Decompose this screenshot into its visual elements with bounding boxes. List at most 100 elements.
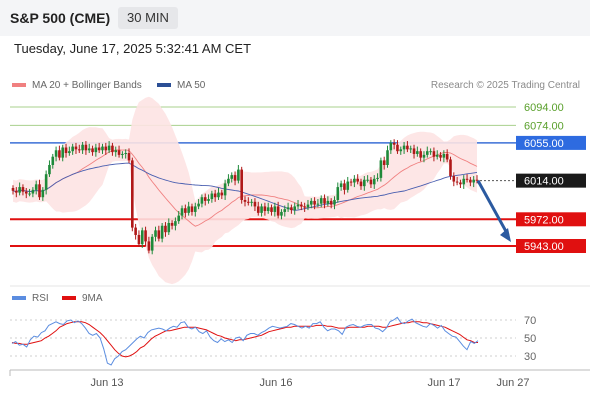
rsi-tick-label-50: 50 [524, 333, 536, 345]
candle-body [369, 179, 373, 185]
candle-body [74, 146, 78, 150]
candle-body [68, 151, 71, 154]
timestamp: Tuesday, June 17, 2025 5:32:41 AM CET [14, 41, 252, 56]
candle-body [61, 147, 65, 158]
timeframe-badge[interactable]: 30 MIN [118, 7, 178, 29]
candle-body [243, 199, 247, 202]
candle-body [343, 183, 346, 190]
candle-body [313, 200, 316, 205]
candle-body [64, 147, 68, 154]
candle-body [263, 206, 267, 212]
candle-body [44, 174, 48, 190]
candle-body [425, 151, 429, 155]
candle-body [140, 230, 144, 245]
candle-body [469, 179, 472, 183]
candle-body [349, 181, 353, 183]
candle-body [472, 179, 475, 183]
candle-body [319, 198, 323, 204]
candle-body [280, 211, 283, 216]
level-label-6094.00: 6094.00 [524, 102, 564, 114]
candle-body [157, 230, 161, 239]
candle-body [24, 191, 28, 194]
candle-body [442, 153, 446, 158]
ma20-line [12, 149, 478, 227]
candle-body [432, 151, 436, 157]
candle-body [111, 145, 114, 153]
candle-body [247, 201, 250, 203]
candle-body [160, 225, 164, 239]
candle-body [346, 181, 350, 190]
candle-body [422, 154, 426, 158]
candle-body [449, 159, 452, 177]
candle-body [409, 148, 413, 150]
candle-body [336, 187, 340, 200]
candle-body [475, 179, 479, 181]
rsi-tick-label-70: 70 [524, 315, 536, 327]
candle-body [339, 183, 343, 188]
instrument-title: S&P 500 (CME) [10, 10, 111, 26]
candle-body [293, 206, 297, 211]
candle-body [180, 208, 184, 216]
candle-body [34, 184, 38, 190]
candle-body [127, 153, 131, 161]
candle-body [392, 142, 396, 145]
candle-body [306, 204, 310, 208]
research-credit: Research © 2025 Trading Central [430, 80, 580, 91]
candle-body [379, 160, 383, 178]
candle-body [223, 183, 227, 196]
candle-body [48, 164, 51, 175]
candle-body [300, 204, 303, 207]
candles [11, 139, 479, 255]
candle-body [104, 146, 108, 151]
candle-body [372, 178, 376, 185]
candle-body [164, 225, 167, 233]
candle-body [465, 178, 469, 180]
candle-body [94, 147, 98, 153]
candle-body [389, 142, 393, 151]
candle-body [435, 154, 439, 157]
candle-body [382, 160, 386, 165]
candle-body [396, 144, 399, 152]
candle-body [31, 189, 35, 194]
candle-body [250, 201, 253, 203]
ma20-swatch [12, 83, 26, 88]
ma50-swatch [157, 83, 171, 88]
candle-body [366, 179, 369, 181]
bollinger-band [13, 96, 477, 285]
level-label-6014.00: 6014.00 [524, 176, 564, 188]
x-tick-label-Jun-16: Jun 16 [259, 377, 292, 389]
candle-body [28, 193, 31, 195]
candle-body [386, 150, 389, 165]
candle-body [303, 206, 306, 208]
candle-body [184, 208, 187, 213]
candle-body [329, 200, 333, 205]
level-box-6055.00 [516, 135, 586, 150]
candle-body [187, 206, 190, 213]
candle-body [309, 200, 313, 205]
candle-body [445, 153, 449, 160]
candle-body [230, 175, 234, 179]
candle-body [356, 178, 359, 182]
candle-body [227, 178, 230, 184]
candle-body [41, 189, 45, 198]
candle-body [77, 149, 81, 151]
candle-body [121, 153, 124, 155]
candle-body [117, 150, 121, 155]
candle-body [154, 230, 157, 237]
candle-body [11, 188, 15, 191]
candle-body [21, 187, 25, 192]
legend-9ma: 9MA [62, 293, 103, 304]
candle-body [207, 199, 210, 201]
candle-body [412, 148, 416, 154]
rsi-line [11, 316, 479, 366]
candle-body [167, 222, 171, 233]
candle-body [462, 178, 466, 185]
x-tick-label-Jun-13: Jun 13 [90, 377, 123, 389]
legend-rsi: RSI [12, 293, 49, 304]
candle-body [114, 150, 118, 153]
legend-ma50-label: MA 50 [177, 80, 206, 91]
candle-body [253, 201, 257, 207]
candle-body [376, 177, 379, 179]
ma50-line [12, 162, 478, 211]
